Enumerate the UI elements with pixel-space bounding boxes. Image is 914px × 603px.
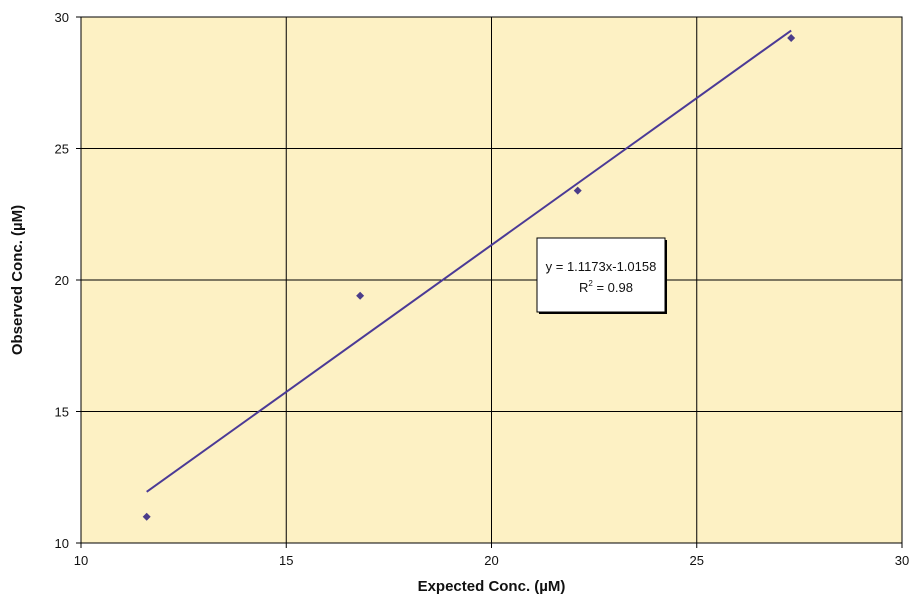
- equation-box: [536, 237, 666, 313]
- y-axis-title: Observed Conc. (µM): [9, 205, 26, 355]
- x-tick-label: 10: [74, 553, 88, 568]
- r-squared-r: R: [579, 280, 588, 295]
- r-squared-exponent: 2: [588, 279, 593, 288]
- grid-lines: [76, 16, 903, 548]
- x-tick-label: 25: [690, 553, 704, 568]
- y-tick-label: 25: [55, 142, 69, 157]
- data-point: [573, 186, 582, 195]
- y-tick-label: 15: [55, 405, 69, 420]
- y-tick-label: 10: [55, 536, 69, 551]
- x-tick-label: 30: [895, 553, 909, 568]
- data-point: [142, 512, 151, 521]
- trendline-equation-box: y = 1.1173x-1.0158 R2 = 0.98: [536, 237, 667, 314]
- x-tick-label: 15: [279, 553, 293, 568]
- trendline: [146, 29, 792, 493]
- y-tick-label: 20: [55, 273, 69, 288]
- y-tick-label: 30: [55, 10, 69, 25]
- r-squared-value: = 0.98: [593, 280, 633, 295]
- y-tick-labels: 10 15 20 25 30: [55, 10, 69, 551]
- r-squared-label: R2 = 0.98: [579, 279, 633, 295]
- trendline-equation: y = 1.1173x-1.0158: [546, 259, 657, 274]
- data-point: [356, 291, 365, 300]
- x-axis-title: Expected Conc. (µM): [418, 578, 566, 595]
- data-points: [142, 34, 796, 521]
- data-point: [787, 34, 796, 43]
- x-tick-labels: 10 15 20 25 30: [74, 553, 909, 568]
- x-tick-label: 20: [484, 553, 498, 568]
